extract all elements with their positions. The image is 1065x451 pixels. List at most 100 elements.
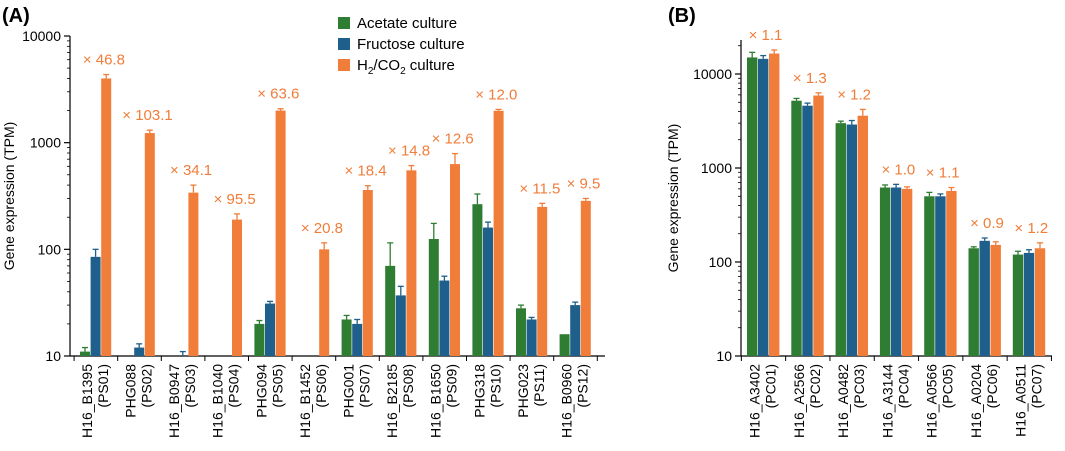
- category-id: (PS09): [444, 364, 460, 408]
- bar: [901, 188, 913, 356]
- bar: [439, 280, 450, 356]
- category-label: H16_A0204(PC06): [968, 364, 1000, 438]
- fold-change-label: × 14.8: [388, 143, 430, 160]
- bar: [580, 200, 591, 356]
- bar: [526, 319, 537, 356]
- y-tick-label: 10000: [693, 66, 732, 82]
- category-id: (PC02): [807, 364, 823, 408]
- bar: [472, 204, 483, 356]
- fold-change-label: × 18.4: [344, 163, 386, 180]
- category-label: PHG094(PS05): [253, 364, 285, 418]
- category-gene: H16_B0947: [166, 364, 182, 438]
- fold-change-label: × 11.5: [519, 180, 560, 197]
- category-label: H16_B0947(PS03): [166, 364, 198, 438]
- bar: [101, 78, 112, 357]
- bar: [946, 190, 957, 356]
- category-label: H16_B0960(PS12): [559, 364, 591, 438]
- bar: [791, 100, 802, 357]
- category-id: (PS06): [313, 364, 329, 408]
- bar: [758, 58, 769, 356]
- y-tick-label: 10: [45, 348, 61, 364]
- bar: [395, 295, 406, 356]
- panel-a-label: (A): [2, 5, 30, 27]
- bar: [352, 323, 363, 356]
- panel-a-chart: 10 100 1000 10000 Gene expression (TPM) × 46.…: [1, 28, 605, 438]
- fold-change-label: × 1.2: [1014, 220, 1048, 237]
- category-gene: PHG023: [515, 364, 531, 418]
- bar: [1023, 252, 1035, 356]
- fold-change-label: × 9.5: [567, 175, 601, 192]
- bar: [362, 189, 373, 356]
- fold-change-label: × 1.3: [793, 70, 827, 87]
- bar: [406, 170, 417, 356]
- bar: [769, 53, 780, 356]
- fold-change-label: × 63.6: [257, 86, 299, 103]
- category-gene: H16_B1395: [79, 364, 95, 438]
- category-label: H16_A0566(PC05): [924, 364, 956, 438]
- legend-h2co2-label: H2/CO2 culture: [357, 57, 455, 77]
- legend-swatch-h2co2: [338, 59, 350, 71]
- bar: [1012, 254, 1024, 356]
- y-tick-label: 1000: [30, 135, 61, 151]
- category-gene: H16_A2566: [791, 364, 807, 438]
- category-gene: H16_A0482: [835, 364, 851, 438]
- bar: [570, 305, 581, 356]
- category-id: (PS05): [269, 364, 285, 408]
- category-id: (PS12): [575, 364, 591, 408]
- bar: [846, 124, 857, 356]
- category-gene: H16_B1650: [428, 364, 444, 438]
- category-label: H16_B1040(PS04): [210, 364, 242, 438]
- category-id: (PS03): [182, 364, 198, 408]
- bar: [134, 347, 145, 356]
- category-label: H16_A3402(PC01): [747, 364, 779, 438]
- category-gene: H16_A3144: [879, 364, 895, 438]
- category-gene: PHG001: [341, 364, 357, 418]
- bar: [254, 323, 265, 356]
- legend-acetate-label: Acetate culture: [357, 15, 457, 32]
- bar: [813, 95, 824, 356]
- bar: [80, 351, 90, 356]
- bar: [935, 196, 946, 356]
- bar: [979, 240, 990, 356]
- fold-change-label: × 1.1: [749, 27, 783, 44]
- fold-change-label: × 20.8: [301, 220, 343, 237]
- category-id: (PC01): [763, 364, 779, 408]
- fold-change-label: × 0.9: [970, 215, 1004, 232]
- category-label: H16_B1650(PS09): [428, 364, 460, 438]
- category-id: (PS08): [400, 364, 416, 408]
- y-tick-label: 10000: [22, 28, 61, 44]
- legend-swatch-fructose: [338, 38, 350, 50]
- bar: [493, 110, 504, 356]
- category-label: H16_A0511(PC07): [1012, 364, 1044, 437]
- bar: [990, 244, 1001, 356]
- legend-fructose-label: Fructose culture: [357, 36, 465, 53]
- bar: [835, 123, 846, 357]
- panel-b-label: (B): [668, 5, 696, 27]
- category-id: (PC05): [940, 364, 956, 408]
- y-tick-label: 10: [716, 348, 732, 364]
- legend: Acetate culture Fructose culture H2/CO2 …: [338, 15, 465, 77]
- category-gene: H16_B2185: [384, 364, 400, 438]
- category-gene: H16_B1452: [297, 364, 313, 438]
- category-id: (PC04): [895, 364, 911, 408]
- category-label: H16_B2185(PS08): [384, 364, 416, 438]
- category-label: H16_A3144(PC04): [879, 364, 911, 438]
- y-axis-title: Gene expression (TPM): [665, 124, 681, 273]
- category-gene: H16_A0566: [924, 364, 940, 438]
- bar: [857, 115, 868, 356]
- category-id: (PS02): [139, 364, 155, 408]
- fold-change-label: × 12.0: [475, 86, 517, 103]
- bar: [450, 164, 460, 356]
- bar: [559, 334, 570, 356]
- bar: [802, 105, 813, 357]
- bar: [483, 227, 493, 356]
- category-label: PHG318(PS10): [471, 364, 503, 418]
- category-id: (PS07): [357, 364, 373, 408]
- bar: [144, 133, 155, 356]
- bar: [265, 303, 275, 356]
- category-label: PHG088(PS02): [123, 364, 155, 418]
- category-label: H16_A2566(PC02): [791, 364, 823, 438]
- bar: [232, 219, 242, 356]
- fold-change-label: × 12.6: [432, 131, 474, 148]
- category-gene: H16_B0960: [559, 364, 575, 438]
